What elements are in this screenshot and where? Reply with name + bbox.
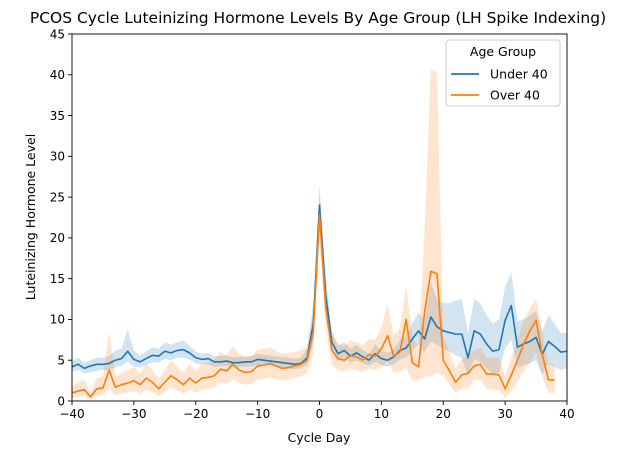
y-tick-label: 5 [57, 354, 65, 368]
y-tick-label: 45 [50, 27, 65, 41]
confidence-bands [72, 69, 567, 400]
x-tick-label: −10 [245, 407, 270, 421]
legend-entries: Under 40 Over 40 [451, 67, 548, 103]
x-tick-label: 10 [374, 407, 389, 421]
x-axis: −40 −30 −20 −10 0 10 20 30 40 [59, 401, 575, 421]
y-tick-label: 20 [50, 231, 65, 245]
x-tick-label: 20 [436, 407, 451, 421]
series-lines [71, 204, 568, 398]
chart-title: PCOS Cycle Luteinizing Hormone Levels By… [30, 9, 606, 27]
confidence-band-under-40 [72, 184, 567, 377]
legend: Age Group Under 40 Over 40 [445, 39, 561, 107]
x-tick-label: −30 [121, 407, 146, 421]
x-tick-label: 30 [497, 407, 512, 421]
series-line-over-40 [71, 214, 555, 398]
y-tick-label: 10 [50, 313, 65, 327]
y-axis: 0 5 10 15 20 25 30 35 40 45 [50, 27, 72, 408]
confidence-band-over-40 [72, 69, 555, 400]
y-tick-label: 40 [50, 68, 65, 82]
y-tick-label: 0 [57, 394, 65, 408]
legend-frame [445, 39, 561, 107]
y-tick-label: 30 [50, 150, 65, 164]
x-tick-label: −20 [183, 407, 208, 421]
x-tick-label: −40 [59, 407, 84, 421]
x-tick-label: 40 [559, 407, 574, 421]
legend-label-over-40: Over 40 [490, 88, 540, 103]
series-line-under-40 [71, 204, 568, 370]
y-tick-label: 25 [50, 190, 65, 204]
x-axis-label: Cycle Day [288, 430, 351, 445]
y-axis-label: Luteinizing Hormone Level [23, 134, 38, 300]
y-tick-label: 15 [50, 272, 65, 286]
y-tick-label: 35 [50, 109, 65, 123]
x-tick-label: 0 [316, 407, 324, 421]
legend-title: Age Group [470, 44, 536, 59]
legend-label-under-40: Under 40 [490, 67, 548, 82]
